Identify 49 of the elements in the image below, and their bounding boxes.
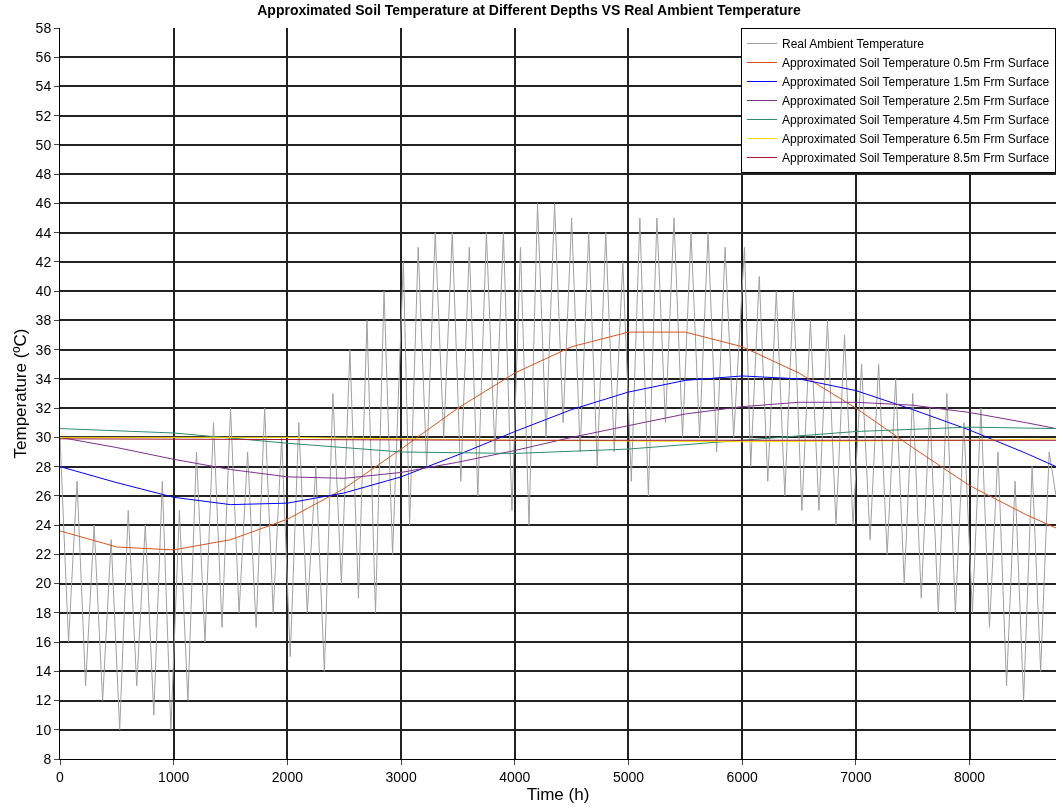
x-tick-label: 8000	[954, 768, 986, 785]
x-tick-label: 4000	[499, 768, 531, 785]
y-tick-label: 16	[35, 633, 52, 650]
y-tick-label: 22	[35, 546, 52, 563]
legend-label: Approximated Soil Temperature 8.5m Frm Surface	[782, 151, 1050, 166]
x-tick-label: 2000	[271, 768, 304, 785]
x-tick-label: 6000	[726, 768, 758, 785]
y-tick-label: 10	[35, 721, 52, 738]
y-axis-title: Temperature (ºC)	[11, 328, 31, 459]
legend-label: Approximated Soil Temperature 1.5m Frm Surface	[782, 75, 1050, 90]
line-series	[60, 426, 1056, 454]
legend-label: Approximated Soil Temperature 0.5m Frm Surface	[782, 56, 1050, 71]
y-tick-label: 12	[35, 692, 52, 709]
y-tick-label: 42	[35, 253, 52, 270]
x-tick-label: 7000	[840, 768, 872, 785]
y-tick-label: 32	[35, 400, 52, 417]
y-tick-label: 36	[35, 341, 52, 358]
y-tick-label: 14	[35, 663, 52, 680]
y-tick-label: 50	[35, 136, 52, 153]
y-tick-label: 20	[35, 575, 52, 592]
y-tick-label: 34	[35, 370, 52, 387]
y-tick-label: 58	[35, 19, 52, 36]
y-tick-label: 38	[35, 312, 52, 329]
line-series	[60, 375, 1056, 506]
y-tick-label: 40	[35, 283, 52, 300]
y-tick-label: 30	[35, 429, 52, 446]
y-tick-label: 28	[35, 458, 52, 475]
y-tick-label: 56	[35, 49, 52, 66]
x-tick-label: 1000	[158, 768, 190, 785]
chart-title: Approximated Soil Temperature at Different Depths VS Real Ambient Temperature	[257, 2, 801, 19]
line-series	[60, 202, 1056, 731]
x-tick-label: 5000	[612, 768, 645, 785]
legend-label: Approximated Soil Temperature 6.5m Frm Surface	[782, 132, 1050, 147]
legend-label: Approximated Soil Temperature 4.5m Frm Surface	[782, 113, 1050, 128]
y-tick-label: 8	[43, 750, 52, 767]
y-tick-label: 46	[35, 195, 52, 212]
x-axis-title: Time (h)	[526, 785, 590, 805]
x-tick-label: 3000	[385, 768, 417, 785]
y-tick-label: 44	[35, 224, 52, 241]
y-tick-label: 54	[35, 78, 52, 95]
x-tick-label: 0	[56, 768, 65, 785]
y-tick-label: 26	[35, 487, 52, 504]
y-tick-label: 18	[35, 604, 52, 621]
legend-label: Approximated Soil Temperature 2.5m Frm Surface	[782, 94, 1050, 109]
y-tick-label: 24	[35, 516, 52, 533]
line-series	[60, 331, 1056, 551]
y-tick-label: 48	[35, 166, 52, 183]
y-tick-label: 52	[35, 107, 52, 124]
legend-label: Real Ambient Temperature	[782, 37, 925, 52]
